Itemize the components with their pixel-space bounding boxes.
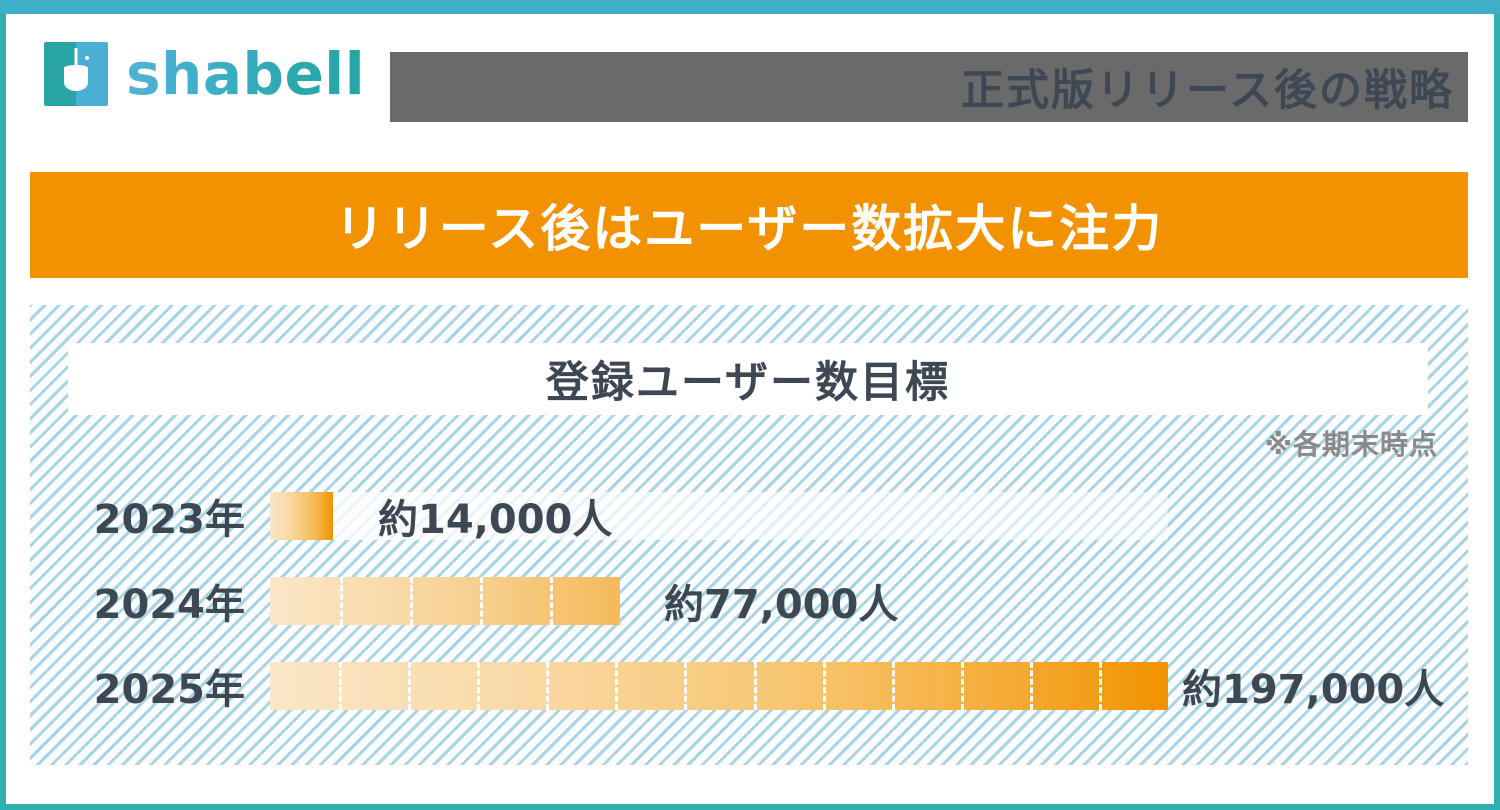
bar-value-label: 約14,000人 xyxy=(378,497,613,543)
bar-track xyxy=(270,492,1168,540)
chart-note: ※各期末時点 xyxy=(1264,428,1438,461)
frame-top-border xyxy=(0,0,1500,14)
section-title-bar: 正式版リリース後の戦略 xyxy=(390,52,1468,122)
bar-fill-2025 xyxy=(270,662,1168,710)
bar-segment-dividers xyxy=(270,577,620,625)
frame-right-border xyxy=(1494,14,1500,810)
brand-logo: shabell xyxy=(44,42,365,106)
frame-bottom-border xyxy=(0,804,1500,810)
bar-row: 2025年 約197,000人 xyxy=(30,655,1468,717)
bar-fill-2024 xyxy=(270,577,620,625)
bar-category-label: 2023年 xyxy=(93,497,245,543)
bar-segment-dividers xyxy=(270,662,1168,710)
bar-category-label: 2025年 xyxy=(93,667,245,713)
bar-row: 2024年 約77,000人 xyxy=(30,570,1468,632)
chart-title: 登録ユーザー数目標 xyxy=(545,358,951,408)
bar-category-label: 2024年 xyxy=(93,582,245,628)
bar-value-label: 約77,000人 xyxy=(664,582,899,628)
frame-left-border xyxy=(0,14,6,810)
section-title-text: 正式版リリース後の戦略 xyxy=(961,66,1454,116)
headline-banner: リリース後はユーザー数拡大に注力 xyxy=(30,172,1468,278)
bar-fill-2023 xyxy=(270,492,333,540)
chart-title-box: 登録ユーザー数目標 xyxy=(68,343,1428,415)
brand-wordmark: shabell xyxy=(126,40,366,108)
bar-chart: 2023年 約14,000人 2024年 約77,000人 2025年 xyxy=(30,475,1468,755)
chart-panel: 登録ユーザー数目標 ※各期末時点 2023年 約14,000人 2024年 約7… xyxy=(30,305,1468,765)
bar-segment-dividers xyxy=(270,492,333,540)
bar-value-label: 約197,000人 xyxy=(1182,667,1445,713)
headline-text: リリース後はユーザー数拡大に注力 xyxy=(334,200,1164,258)
slide-header: shabell 正式版リリース後の戦略 xyxy=(0,14,1500,166)
shabell-shovel-icon xyxy=(44,42,108,106)
bar-row: 2023年 約14,000人 xyxy=(30,485,1468,547)
